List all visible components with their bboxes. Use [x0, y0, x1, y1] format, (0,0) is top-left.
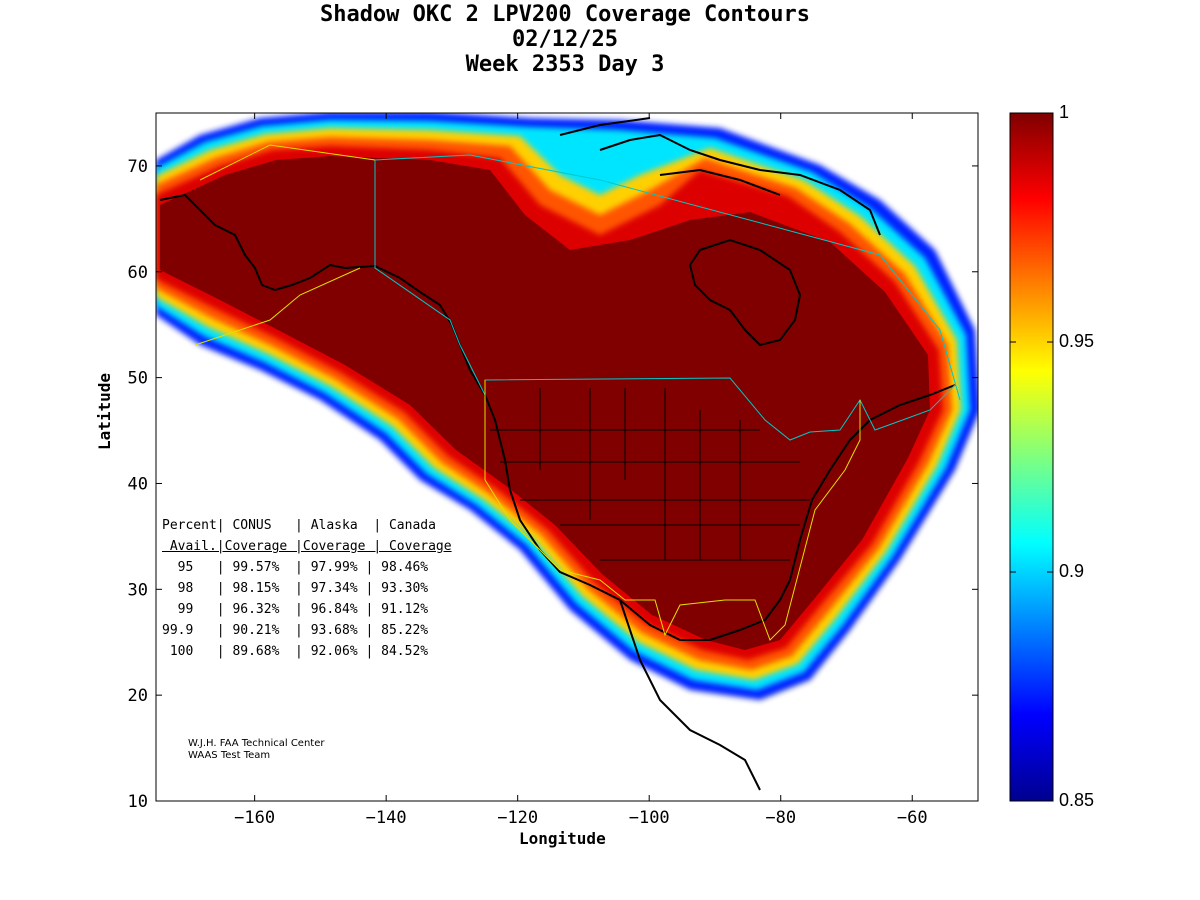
x-tick-label: −60: [897, 808, 928, 828]
chart-date: 02/12/25: [512, 27, 618, 52]
political-borders: [194, 144, 961, 641]
y-tick-label: 20: [128, 686, 148, 706]
colorbar-tick-label: 0.85: [1059, 790, 1095, 810]
coastline-outlines: [159, 117, 956, 791]
contour-band-darkred: [160, 156, 930, 650]
y-tick-label: 70: [128, 157, 148, 177]
colorbar-tick-label: 0.9: [1059, 561, 1085, 581]
y-tick-label: 40: [128, 474, 148, 494]
plot-frame: [155, 112, 979, 802]
credit-line: WAAS Test Team: [188, 750, 271, 761]
chart-week-day: Week 2353 Day 3: [465, 52, 665, 77]
y-tick-label: 10: [128, 792, 148, 812]
stats-header: Percent| CONUS | Alaska | Canada: [162, 518, 436, 533]
y-tick-label: 60: [128, 263, 148, 283]
stats-row: 99.9 | 90.21% | 93.68% | 85.22%: [162, 623, 429, 638]
stats-header: Avail.|Coverage |Coverage | Coverage: [162, 539, 452, 554]
hudson-bay-outline: [688, 238, 802, 347]
x-tick-label: −80: [765, 808, 796, 828]
colorbar-tick-label: 1: [1059, 102, 1070, 122]
y-axis-label: Latitude: [95, 372, 114, 450]
x-tick-label: −140: [366, 808, 407, 828]
y-tick-label: 30: [128, 580, 148, 600]
x-tick-label: −120: [497, 808, 538, 828]
x-tick-label: −160: [234, 808, 275, 828]
x-tick-label: −100: [629, 808, 670, 828]
us-region-border: [194, 144, 861, 641]
y-tick-label: 50: [128, 369, 148, 389]
chart-title: Shadow OKC 2 LPV200 Coverage Contours: [319, 2, 811, 27]
colorbar-tick-label: 0.95: [1059, 331, 1095, 351]
coastline-central-america: [619, 599, 761, 791]
coastline-north-america: [457, 339, 956, 641]
stats-row: 100 | 89.68% | 92.06% | 84.52%: [162, 644, 429, 659]
stats-row: 98 | 98.15% | 97.34% | 93.30%: [162, 581, 429, 596]
x-axis-label: Longitude: [519, 829, 606, 848]
stats-row: 99 | 96.32% | 96.84% | 91.12%: [162, 602, 429, 617]
canada-border: [374, 154, 961, 441]
coastline-alaska: [159, 193, 459, 341]
coverage-contours: [156, 113, 978, 801]
us-state-borders: [490, 388, 810, 561]
stats-row: 95 | 99.57% | 97.99% | 98.46%: [162, 560, 429, 575]
colorbar-ticks: [1010, 341, 1053, 573]
axis-ticks: −160 −140 −120 −100 −80 −60 10 20 30 40 50 60 70: [128, 113, 978, 828]
credit-line: W.J.H. FAA Technical Center: [188, 738, 325, 749]
arctic-islands-outline: [559, 117, 881, 236]
colorbar: [1009, 112, 1054, 802]
